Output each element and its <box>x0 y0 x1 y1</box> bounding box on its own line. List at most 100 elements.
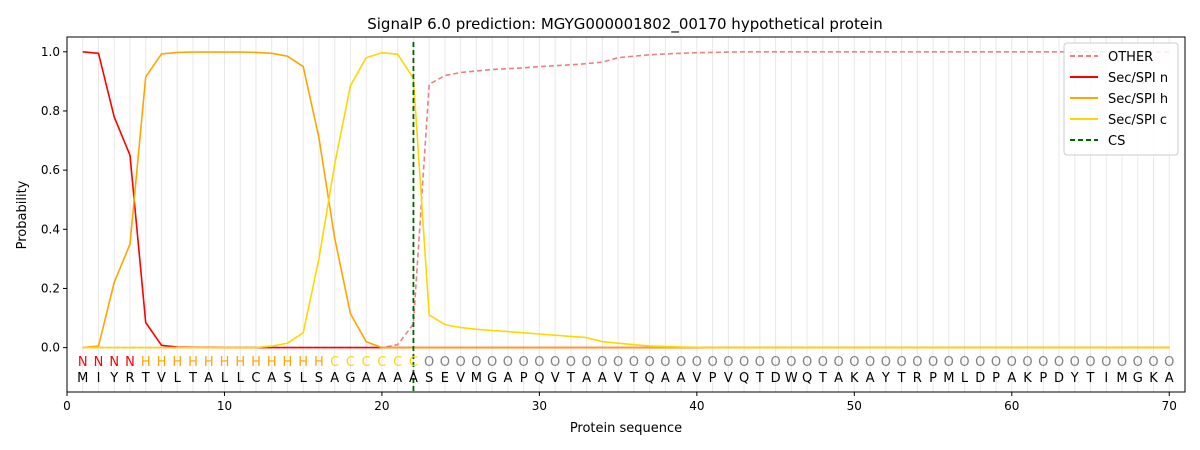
x-tick-label: 20 <box>374 399 389 413</box>
residue-label: A <box>330 371 339 386</box>
residue-label: Y <box>1070 371 1079 386</box>
region-label: O <box>471 355 481 370</box>
region-label: O <box>865 355 875 370</box>
ticks-layer: 0 10 20 30 40 50 60 70 0.0 0.2 0.4 0.6 0.8 1.0 <box>41 45 1177 413</box>
plot-frame <box>66 36 1186 393</box>
region-label: O <box>1133 355 1143 370</box>
x-axis-label: Protein sequence <box>570 421 682 436</box>
residue-label: A <box>393 371 402 386</box>
region-label: H <box>251 355 261 370</box>
region-label: H <box>220 355 230 370</box>
residue-label: A <box>1165 371 1174 386</box>
region-label: O <box>770 355 780 370</box>
residue-label: A <box>503 371 512 386</box>
residue-label: T <box>1086 371 1095 386</box>
region-label: O <box>424 355 434 370</box>
region-label: H <box>188 355 198 370</box>
region-label: C <box>409 355 418 370</box>
y-tick-label: 0.8 <box>41 104 60 118</box>
region-label: O <box>613 355 623 370</box>
region-label: C <box>330 355 339 370</box>
region-label: O <box>1085 355 1095 370</box>
residue-label: Y <box>881 371 890 386</box>
chart-title: SignalP 6.0 prediction: MGYG000001802_00… <box>367 15 883 34</box>
region-label: C <box>362 355 371 370</box>
residue-label: T <box>188 371 197 386</box>
x-tick-label: 60 <box>1004 399 1019 413</box>
residue-label: D <box>771 371 781 386</box>
y-tick-label: 0.0 <box>41 341 60 355</box>
residue-label: W <box>785 371 798 386</box>
region-label: O <box>1022 355 1032 370</box>
region-label: H <box>267 355 277 370</box>
region-label: H <box>314 355 324 370</box>
x-tick-label: 30 <box>532 399 547 413</box>
region-label: O <box>519 355 529 370</box>
residue-label: Q <box>739 371 749 386</box>
residue-label: D <box>1054 371 1064 386</box>
residue-label: V <box>692 371 701 386</box>
residue-label: G <box>1133 371 1143 386</box>
residue-label: V <box>724 371 733 386</box>
x-tick-label: 40 <box>689 399 704 413</box>
region-label: O <box>896 355 906 370</box>
region-label: O <box>991 355 1001 370</box>
region-label: C <box>346 355 355 370</box>
region-label: O <box>1117 355 1127 370</box>
residue-label: M <box>77 371 88 386</box>
x-tick-label: 50 <box>847 399 862 413</box>
region-label: O <box>550 355 560 370</box>
residue-label: Y <box>109 371 118 386</box>
region-label: O <box>676 355 686 370</box>
region-label: N <box>94 355 104 370</box>
series-line-0 <box>82 50 1170 349</box>
region-label: O <box>707 355 717 370</box>
residue-label: K <box>850 371 859 386</box>
residue-label: L <box>174 371 182 386</box>
residue-label: T <box>818 371 827 386</box>
region-label: H <box>141 355 151 370</box>
residue-label: S <box>283 371 291 386</box>
region-label: O <box>487 355 497 370</box>
x-tick-label: 70 <box>1162 399 1177 413</box>
residue-label: R <box>125 371 134 386</box>
region-label: O <box>849 355 859 370</box>
residue-label: T <box>566 371 575 386</box>
region-label: N <box>78 355 88 370</box>
residue-label: A <box>377 371 386 386</box>
region-label: H <box>235 355 245 370</box>
region-label: O <box>833 355 843 370</box>
residue-label: V <box>456 371 465 386</box>
y-tick-label: 0.6 <box>41 163 60 177</box>
residue-label: A <box>661 371 670 386</box>
residue-label: K <box>1023 371 1032 386</box>
residue-label: L <box>221 371 229 386</box>
residue-label: T <box>897 371 906 386</box>
residue-label: A <box>204 371 213 386</box>
region-label: O <box>975 355 985 370</box>
region-label: O <box>692 355 702 370</box>
residue-label: S <box>425 371 433 386</box>
residue-label: A <box>362 371 371 386</box>
residue-label: R <box>913 371 922 386</box>
legend-label: OTHER <box>1108 50 1153 65</box>
series-layer <box>82 42 1170 392</box>
x-tick-label: 0 <box>63 399 71 413</box>
legend-label: CS <box>1108 134 1125 149</box>
residue-label: E <box>441 371 449 386</box>
residue-label: P <box>709 371 717 386</box>
region-label: O <box>660 355 670 370</box>
region-label: O <box>1101 355 1111 370</box>
residue-label: A <box>598 371 607 386</box>
residue-label: L <box>300 371 308 386</box>
residue-label: K <box>1149 371 1158 386</box>
region-label: H <box>172 355 182 370</box>
residue-label: V <box>157 371 166 386</box>
residue-label: A <box>267 371 276 386</box>
region-label: O <box>959 355 969 370</box>
residue-label: D <box>975 371 985 386</box>
region-label: O <box>1164 355 1174 370</box>
legend-box <box>1063 42 1179 156</box>
